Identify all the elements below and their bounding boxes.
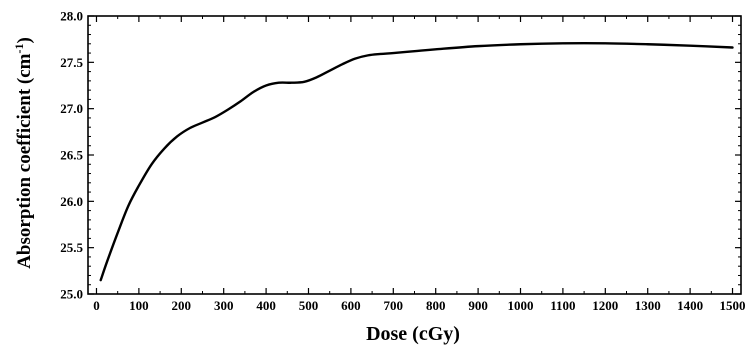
- x-tick-label: 500: [299, 298, 319, 313]
- x-tick-label: 1400: [677, 298, 703, 313]
- x-tick-label: 700: [384, 298, 404, 313]
- y-tick-label: 26.0: [60, 194, 83, 209]
- axes: [87, 15, 742, 295]
- x-tick-label: 600: [341, 298, 361, 313]
- y-tick-label: 25.0: [60, 287, 83, 302]
- y-tick-label: 26.5: [60, 148, 83, 163]
- x-tick-label: 1200: [592, 298, 618, 313]
- plot-frame: [87, 15, 742, 295]
- x-tick-label: 100: [129, 298, 149, 313]
- x-tick-label: 400: [256, 298, 276, 313]
- y-axis-title-main: Absorption coefficient (cm: [14, 53, 35, 268]
- x-tick-label: 1500: [720, 298, 746, 313]
- x-tick-label: 1000: [508, 298, 534, 313]
- y-tick-label: 27.0: [60, 101, 83, 116]
- y-axis-title: Absorption coefficient (cm-1): [12, 37, 35, 269]
- x-tick-label: 200: [172, 298, 192, 313]
- y-tick-label: 25.5: [60, 240, 83, 255]
- x-axis-title: Dose (cGy): [366, 323, 460, 345]
- ticks: 0 100 200 300 400 500 600 700 800 900 1000 1100 1200…: [60, 9, 745, 314]
- y-axis-title-superscript: -1: [12, 44, 26, 54]
- y-axis-title-close: ): [14, 37, 35, 43]
- data-series-line: [99, 42, 734, 282]
- series: [99, 42, 734, 282]
- x-tick-label: 1100: [550, 298, 575, 313]
- y-tick-label: 28.0: [60, 9, 83, 24]
- x-tick-label: 1300: [635, 298, 661, 313]
- x-tick-label: 0: [93, 298, 100, 313]
- x-tick-label: 900: [468, 298, 488, 313]
- y-tick-label: 27.5: [60, 55, 83, 70]
- x-tick-label: 300: [214, 298, 234, 313]
- x-tick-label: 800: [426, 298, 446, 313]
